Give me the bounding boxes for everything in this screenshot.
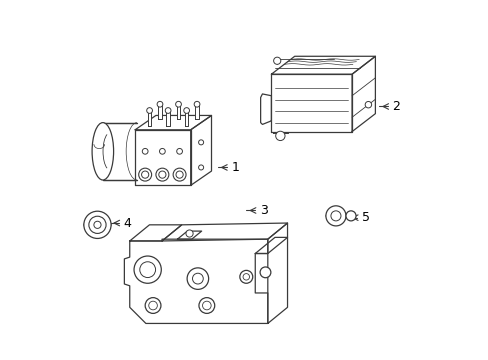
Text: 3: 3 [260,204,267,217]
Circle shape [175,102,181,107]
Circle shape [325,206,346,226]
Circle shape [83,211,111,238]
Circle shape [199,298,214,314]
Polygon shape [124,239,267,323]
Polygon shape [267,223,287,323]
Text: 5: 5 [362,211,369,224]
Polygon shape [162,223,287,241]
Circle shape [156,168,168,181]
Circle shape [194,102,200,107]
Polygon shape [260,94,271,125]
Polygon shape [255,237,287,253]
Polygon shape [273,132,287,134]
Circle shape [185,230,193,237]
Polygon shape [271,56,375,74]
Polygon shape [135,130,190,185]
Polygon shape [158,104,162,119]
Circle shape [146,108,152,113]
Polygon shape [166,111,169,126]
Ellipse shape [92,123,113,180]
Text: 1: 1 [231,161,239,174]
Polygon shape [177,231,201,239]
Circle shape [187,268,208,289]
Text: 2: 2 [392,100,400,113]
Polygon shape [102,123,137,180]
Circle shape [157,102,163,107]
Polygon shape [135,116,211,130]
Circle shape [134,256,161,283]
Polygon shape [271,74,351,132]
Circle shape [165,108,171,113]
Circle shape [173,168,185,181]
Text: 4: 4 [123,216,131,230]
Circle shape [365,102,371,108]
Circle shape [273,57,280,64]
Circle shape [346,211,355,221]
Circle shape [145,298,161,314]
Polygon shape [147,111,151,126]
Circle shape [275,131,285,140]
Polygon shape [176,104,180,119]
Polygon shape [351,56,375,132]
Polygon shape [129,225,182,241]
Polygon shape [195,104,199,119]
Circle shape [260,267,270,278]
Circle shape [139,168,151,181]
Circle shape [183,108,189,113]
Polygon shape [190,116,211,185]
Polygon shape [184,111,188,126]
Circle shape [239,270,252,283]
